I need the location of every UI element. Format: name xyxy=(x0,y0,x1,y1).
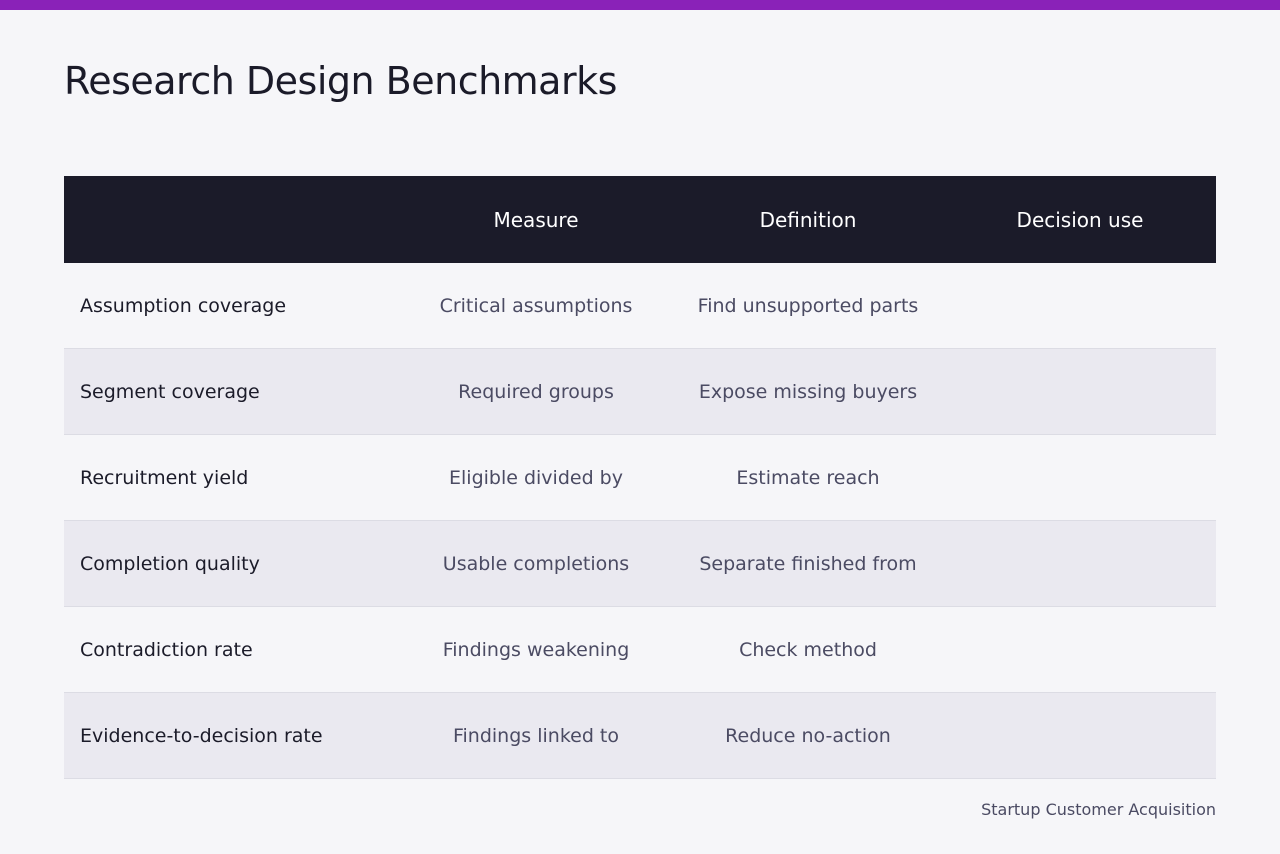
row-label: Recruitment yield xyxy=(80,466,249,489)
table-row: Evidence-to-decision rate Findings linke… xyxy=(64,693,1216,779)
row-label: Contradiction rate xyxy=(80,638,253,661)
page-title: Research Design Benchmarks xyxy=(64,59,617,103)
row-label: Evidence-to-decision rate xyxy=(80,724,323,747)
definition-cell: Separate finished from xyxy=(699,552,917,575)
definition-cell: Reduce no-action xyxy=(725,724,891,747)
definition-cell: Estimate reach xyxy=(736,466,880,489)
row-label: Segment coverage xyxy=(80,380,260,403)
measure-cell: Usable completions xyxy=(442,552,630,575)
accent-bar xyxy=(0,0,1280,10)
table-row: Assumption coverage Critical assumptions… xyxy=(64,263,1216,349)
header-cell-definition: Definition xyxy=(759,207,857,232)
footer-caption: Startup Customer Acquisition xyxy=(981,800,1216,819)
measure-cell: Eligible divided by xyxy=(449,466,623,489)
definition-cell: Check method xyxy=(739,638,877,661)
measure-cell: Findings weakening xyxy=(442,638,630,661)
measure-cell: Required groups xyxy=(458,380,614,403)
table-row: Recruitment yield Eligible divided by Es… xyxy=(64,435,1216,521)
header-cell-measure: Measure xyxy=(493,207,579,232)
table-header: Measure Definition Decision use xyxy=(64,176,1216,263)
measure-cell: Critical assumptions xyxy=(439,294,633,317)
table-row: Contradiction rate Findings weakening Ch… xyxy=(64,607,1216,693)
row-label: Assumption coverage xyxy=(80,294,287,317)
table-row: Completion quality Usable completions Se… xyxy=(64,521,1216,607)
measure-cell: Findings linked to xyxy=(452,724,620,747)
header-cell-decision-use: Decision use xyxy=(1016,207,1144,232)
definition-cell: Expose missing buyers xyxy=(698,380,918,403)
table-row: Segment coverage Required groups Expose … xyxy=(64,349,1216,435)
row-label: Completion quality xyxy=(80,552,260,575)
definition-cell: Find unsupported parts xyxy=(697,294,919,317)
benchmarks-table: Measure Definition Decision use Assumpti… xyxy=(64,176,1216,779)
